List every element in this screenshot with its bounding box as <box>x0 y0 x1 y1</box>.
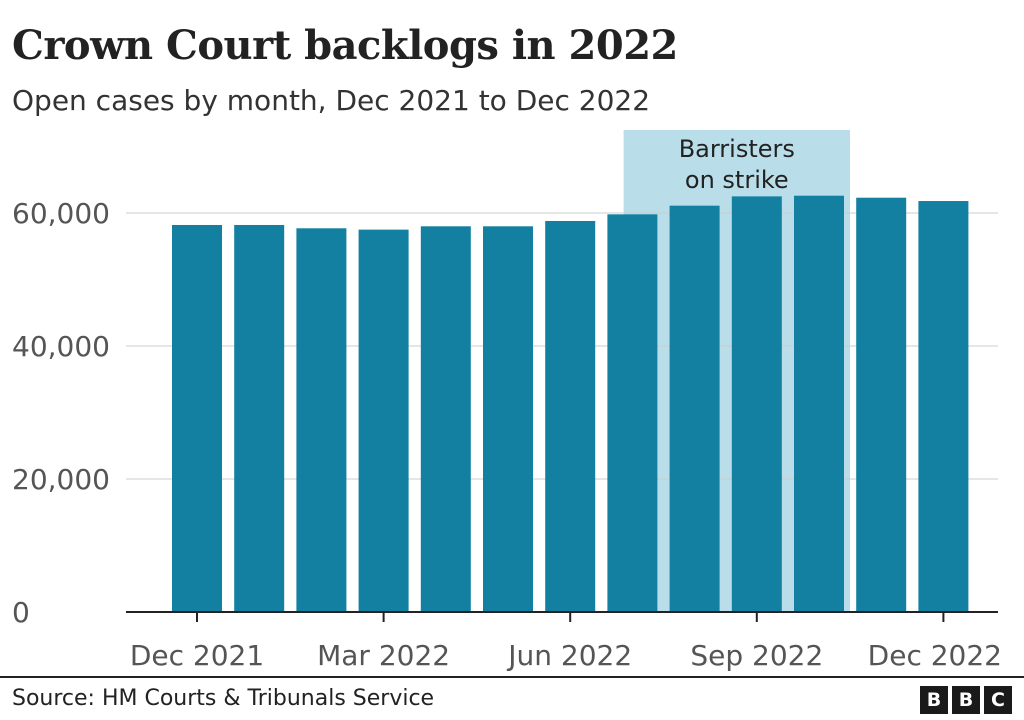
bbc-logo: B B C <box>920 686 1012 714</box>
bar <box>794 195 844 612</box>
y-tick-label: 60,000 <box>12 197 110 230</box>
bar <box>669 205 720 612</box>
annotation-label: on strike <box>685 166 789 194</box>
x-tick-label: Mar 2022 <box>317 639 450 672</box>
annotation-label: Barristers <box>679 135 795 163</box>
logo-letter: B <box>920 686 948 714</box>
y-tick-label: 20,000 <box>12 463 110 496</box>
bar <box>420 226 471 613</box>
bar <box>918 201 969 612</box>
chart-title: Crown Court backlogs in 2022 <box>12 22 678 69</box>
source-note: Source: HM Courts & Tribunals Service <box>12 686 435 711</box>
bar <box>856 197 907 612</box>
bar <box>172 224 222 612</box>
bar <box>607 214 658 612</box>
x-tick-label: Dec 2021 <box>130 639 264 672</box>
bar <box>296 228 347 613</box>
bar <box>234 224 285 612</box>
y-tick-label: 0 <box>12 596 30 629</box>
bar-chart: 0 20,000 40,000 60,000 Barristers on strike De… <box>12 130 1002 672</box>
bar <box>731 196 782 612</box>
chart-subtitle: Open cases by month, Dec 2021 to Dec 202… <box>12 84 651 117</box>
footer-divider <box>0 676 1024 678</box>
bar <box>545 220 596 613</box>
x-tick-label: Sep 2022 <box>690 639 823 672</box>
x-tick-label: Jun 2022 <box>506 639 632 672</box>
bar <box>483 226 533 613</box>
x-tick-label: Dec 2022 <box>868 639 1002 672</box>
y-tick-label: 40,000 <box>12 330 110 363</box>
logo-letter: B <box>952 686 980 714</box>
logo-letter: C <box>984 686 1012 714</box>
bar <box>358 229 409 612</box>
